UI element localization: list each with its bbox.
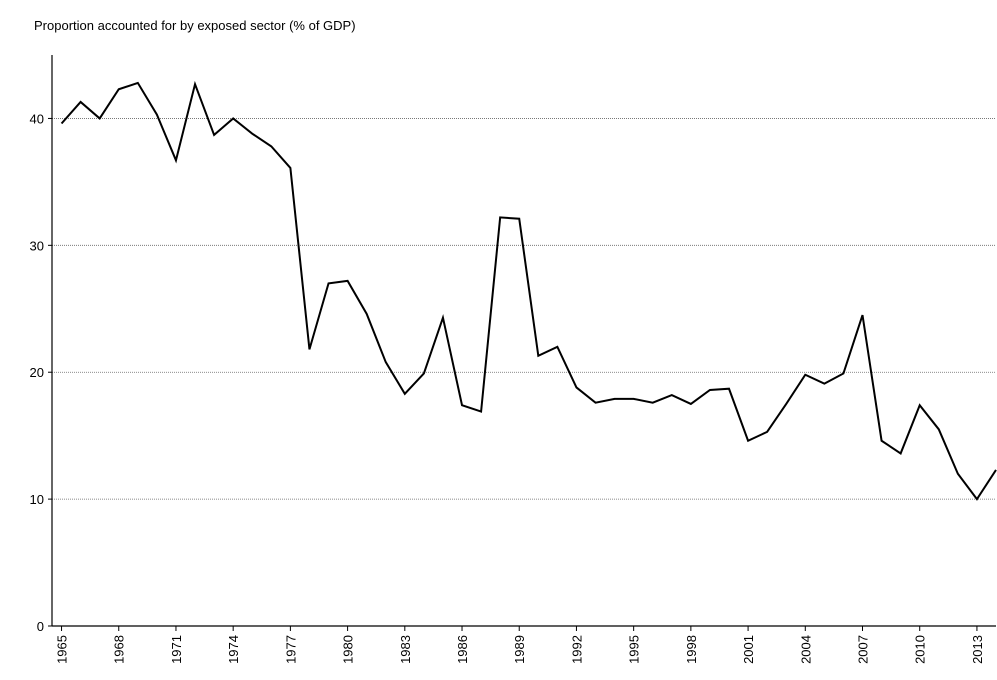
y-tick-label: 20 (30, 365, 44, 380)
y-axis-label: Proportion accounted for by exposed sect… (34, 18, 356, 33)
x-tick-label: 1983 (398, 635, 413, 664)
x-tick-label: 2001 (741, 635, 756, 664)
x-tick-label: 2013 (970, 635, 985, 664)
x-tick-label: 2010 (913, 635, 928, 664)
y-tick-label: 40 (30, 111, 44, 126)
x-tick-label: 1986 (455, 635, 470, 664)
x-tick-label: 1995 (627, 635, 642, 664)
x-tick-label: 1980 (341, 635, 356, 664)
x-tick-label: 1968 (112, 635, 127, 664)
x-tick-label: 1989 (512, 635, 527, 664)
x-tick-label: 1992 (569, 635, 584, 664)
x-tick-label: 1977 (283, 635, 298, 664)
x-tick-label: 2004 (798, 635, 813, 664)
y-tick-label: 0 (37, 619, 44, 634)
y-tick-label: 30 (30, 238, 44, 253)
x-tick-label: 1965 (55, 635, 70, 664)
x-tick-label: 1974 (226, 635, 241, 664)
x-tick-label: 2007 (856, 635, 871, 664)
data-line (60, 80, 997, 501)
x-tick-label: 1998 (684, 635, 699, 664)
y-tick-label: 10 (30, 492, 44, 507)
x-tick-label: 1971 (169, 635, 184, 664)
